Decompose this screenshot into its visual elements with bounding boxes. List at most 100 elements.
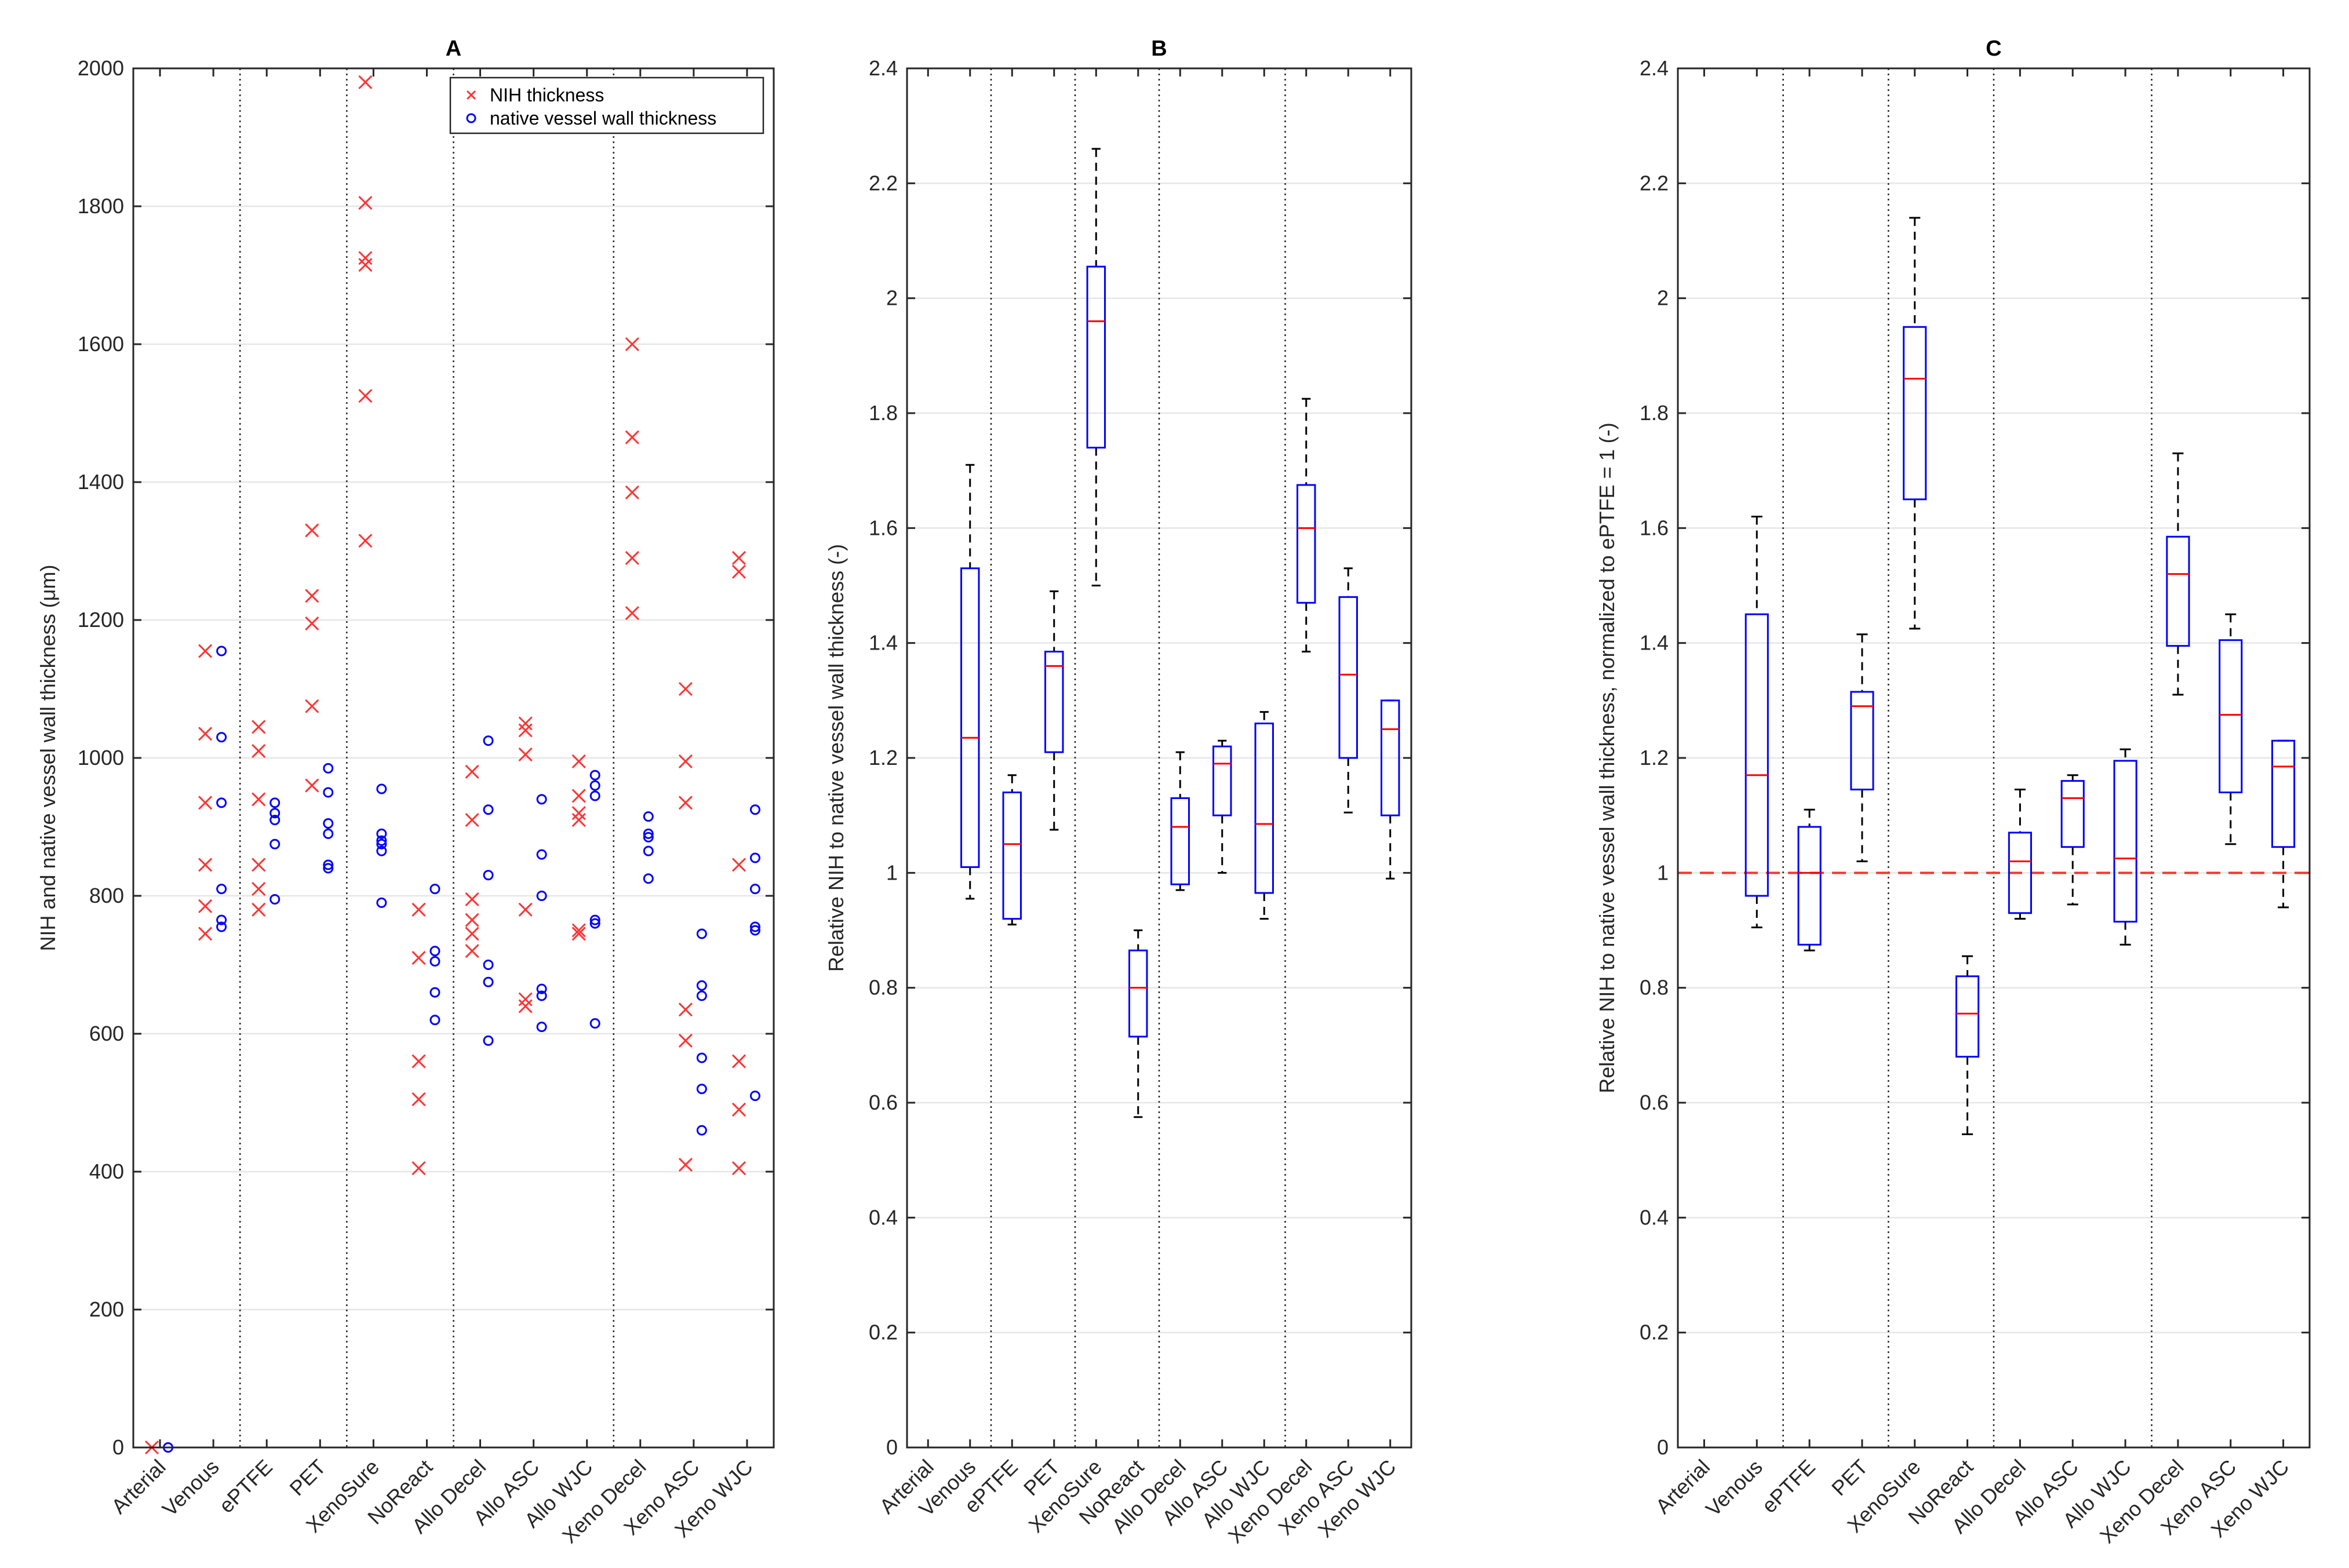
native-wall-thickness-point	[643, 828, 654, 839]
native-wall-thickness-point	[216, 797, 227, 808]
y-tick-label: 0.4	[1640, 1205, 1669, 1229]
native-wall-thickness-point	[429, 956, 440, 967]
iqr-box	[1381, 699, 1400, 816]
native-wall-thickness-point	[643, 811, 654, 822]
y-tick-label: 0.8	[869, 976, 898, 1000]
y-tick-label: 2.4	[869, 56, 898, 80]
nih-thickness-point	[678, 1158, 693, 1172]
native-wall-thickness-point	[749, 925, 760, 936]
y-tick-label: 0	[112, 1435, 124, 1459]
boxplot-xeno-asc	[2219, 613, 2243, 845]
nih-thickness-point	[198, 858, 213, 872]
nih-thickness-point	[571, 923, 586, 938]
iqr-box	[1797, 826, 1822, 946]
panel-title: B	[1151, 37, 1167, 61]
nih-thickness-point	[358, 195, 373, 210]
boxplot-venous	[1745, 516, 1769, 929]
legend-frame	[449, 76, 764, 134]
x-category-label: Arterial	[1651, 1455, 1714, 1519]
boxplot-xeno-asc	[1338, 567, 1358, 814]
y-tick-label: 1600	[78, 332, 124, 356]
native-wall-thickness-point	[216, 884, 227, 895]
y-tick-label: 1.2	[869, 746, 898, 770]
nih-thickness-point	[678, 796, 693, 810]
nih-thickness-point	[571, 927, 586, 941]
native-wall-thickness-point	[643, 873, 654, 884]
boxplot-eptfe	[1797, 808, 1822, 951]
boxplot-noreact	[1128, 929, 1148, 1118]
native-wall-thickness-point	[483, 735, 494, 746]
nih-thickness-point	[358, 258, 373, 272]
nih-thickness-point	[465, 913, 479, 927]
legend-entry: NIH thickness	[490, 85, 604, 105]
iqr-box	[1212, 745, 1232, 816]
panel-c: 0 0.2 0.4 0.6 0.8 1 1.2 1.4 1.6 1.8 2 2.2 2.4 Arteria…	[1595, 37, 2311, 1548]
legend-entry: native vessel wall thickness	[490, 108, 716, 129]
native-wall-thickness-point	[696, 928, 707, 939]
axes-frame	[906, 67, 1412, 1449]
native-wall-thickness-point	[323, 863, 334, 874]
nih-thickness-point	[625, 337, 639, 352]
native-wall-thickness-point	[270, 838, 281, 849]
nih-thickness-point	[625, 485, 639, 499]
nih-thickness-point	[411, 1092, 426, 1107]
native-wall-thickness-point	[323, 787, 334, 798]
iqr-box	[1296, 484, 1316, 604]
legend-x-marker-icon	[466, 90, 476, 100]
y-tick-label: 400	[89, 1159, 124, 1183]
native-wall-thickness-point	[323, 763, 334, 774]
native-wall-thickness-point	[696, 980, 707, 991]
boxplot-allo-decel	[2008, 789, 2032, 920]
nih-thickness-point	[198, 727, 213, 741]
nih-thickness-point	[571, 806, 586, 821]
nih-thickness-point	[625, 550, 639, 565]
native-wall-thickness-point	[270, 797, 281, 808]
x-category-label: PET	[285, 1455, 330, 1501]
boxplot-pet	[1044, 590, 1064, 831]
native-wall-thickness-point	[749, 1091, 760, 1102]
boxplot-xeno-decel	[1296, 398, 1316, 653]
native-wall-thickness-point	[323, 828, 334, 839]
boxplot-allo-decel	[1170, 751, 1190, 891]
native-wall-thickness-point	[376, 828, 387, 839]
boxplot-xeno-wjc	[2271, 739, 2296, 909]
native-wall-thickness-point	[483, 870, 494, 881]
x-category-label: Venous	[1701, 1455, 1767, 1521]
nih-thickness-point	[305, 699, 319, 713]
native-wall-thickness-point	[589, 1018, 600, 1029]
x-category-label: ePTFE	[214, 1455, 277, 1518]
nih-thickness-point	[625, 430, 639, 444]
y-tick-label: 600	[89, 1022, 124, 1045]
nih-thickness-point	[571, 754, 586, 769]
nih-thickness-point	[198, 927, 213, 941]
boxplot-xenosure	[1903, 217, 1927, 630]
nih-thickness-point	[731, 1102, 746, 1117]
native-wall-thickness-point	[216, 646, 227, 657]
panel-title: A	[446, 37, 461, 61]
boxplot-xeno-wjc	[1381, 699, 1400, 880]
boxplot-allo-asc	[2060, 774, 2085, 906]
iqr-box	[1044, 651, 1064, 753]
y-tick-label: 2.4	[1640, 56, 1669, 80]
iqr-box	[1170, 797, 1190, 885]
nih-thickness-point	[518, 716, 533, 731]
y-tick-label: 1.6	[869, 516, 898, 539]
native-wall-thickness-point	[589, 914, 600, 925]
native-wall-thickness-point	[323, 859, 334, 870]
native-wall-thickness-point	[749, 852, 760, 863]
native-wall-thickness-point	[483, 976, 494, 987]
nih-thickness-point	[198, 644, 213, 658]
native-wall-thickness-point	[536, 849, 547, 860]
native-wall-thickness-point	[376, 845, 387, 856]
nih-thickness-point	[305, 616, 319, 631]
y-tick-label: 0.8	[1640, 976, 1669, 1000]
x-category-label: PET	[1827, 1455, 1873, 1501]
native-wall-thickness-point	[216, 921, 227, 932]
nih-thickness-point	[252, 882, 266, 896]
y-tick-label: 1.4	[869, 631, 898, 655]
nih-thickness-point	[518, 999, 533, 1013]
y-axis-label: NIH and native vessel wall thickness (μm…	[36, 565, 60, 951]
nih-thickness-point	[518, 992, 533, 1007]
panel-a: 0 200 400 600 800 1000 1200 1400 1600 1800 2000 Art…	[36, 37, 775, 1548]
